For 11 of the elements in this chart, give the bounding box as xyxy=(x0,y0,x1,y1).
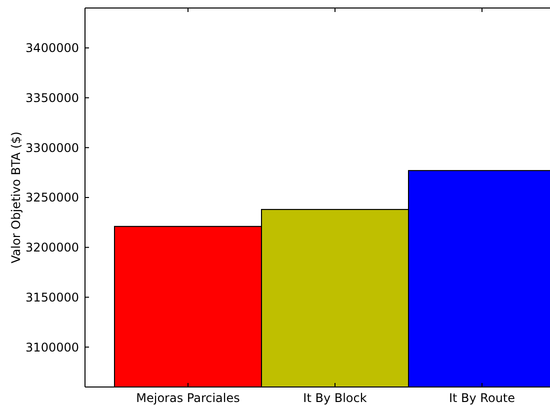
y-axis-title: Valor Objetivo BTA ($) xyxy=(9,132,23,264)
x-tick-label: Mejoras Parciales xyxy=(136,391,240,405)
y-tick-label: 3400000 xyxy=(26,41,79,56)
y-tick-label: 3100000 xyxy=(26,340,79,354)
y-tick-label: 3250000 xyxy=(26,190,79,205)
x-tick-label: It By Block xyxy=(303,391,367,405)
y-tick-label: 3150000 xyxy=(26,290,79,304)
y-tick-label: 3300000 xyxy=(26,140,79,155)
x-tick-label: It By Route xyxy=(448,391,516,405)
y-tick-label: 3200000 xyxy=(26,240,79,255)
y-tick-label: 3350000 xyxy=(26,90,79,105)
